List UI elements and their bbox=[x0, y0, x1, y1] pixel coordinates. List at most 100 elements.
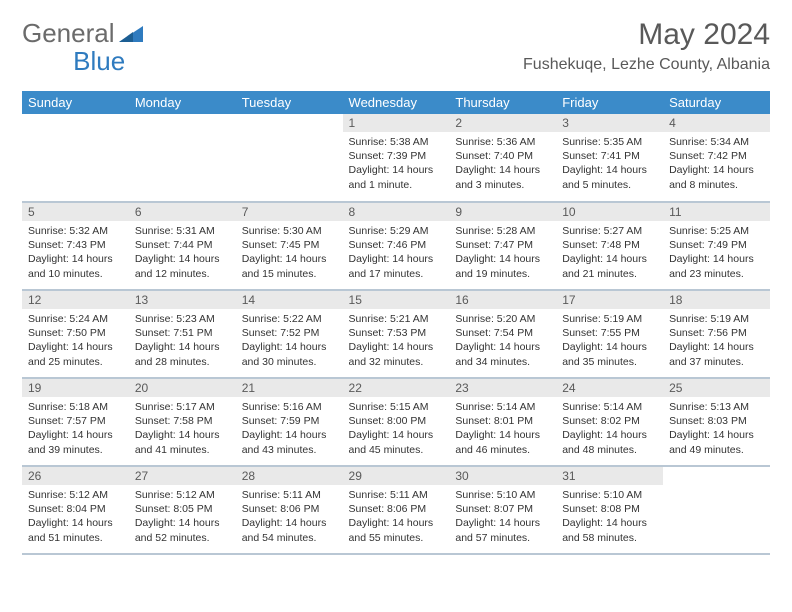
week-row: ......1Sunrise: 5:38 AMSunset: 7:39 PMDa… bbox=[22, 114, 770, 202]
day-number: 7 bbox=[236, 203, 343, 221]
month-title: May 2024 bbox=[523, 18, 770, 52]
day-details: Sunrise: 5:17 AMSunset: 7:58 PMDaylight:… bbox=[129, 397, 236, 463]
day-details: Sunrise: 5:10 AMSunset: 8:07 PMDaylight:… bbox=[449, 485, 556, 551]
day-number: 27 bbox=[129, 467, 236, 485]
day-number: 23 bbox=[449, 379, 556, 397]
day-number: 30 bbox=[449, 467, 556, 485]
day-number: 13 bbox=[129, 291, 236, 309]
day-cell: 6Sunrise: 5:31 AMSunset: 7:44 PMDaylight… bbox=[129, 202, 236, 290]
day-number: 28 bbox=[236, 467, 343, 485]
day-cell: 29Sunrise: 5:11 AMSunset: 8:06 PMDayligh… bbox=[343, 466, 450, 554]
day-details: Sunrise: 5:22 AMSunset: 7:52 PMDaylight:… bbox=[236, 309, 343, 375]
day-number: 19 bbox=[22, 379, 129, 397]
day-cell: .. bbox=[663, 466, 770, 554]
day-number: 16 bbox=[449, 291, 556, 309]
day-cell: .. bbox=[22, 114, 129, 202]
day-details: Sunrise: 5:13 AMSunset: 8:03 PMDaylight:… bbox=[663, 397, 770, 463]
day-cell: 31Sunrise: 5:10 AMSunset: 8:08 PMDayligh… bbox=[556, 466, 663, 554]
day-number: 8 bbox=[343, 203, 450, 221]
triangle-icon bbox=[119, 24, 145, 44]
day-cell: 27Sunrise: 5:12 AMSunset: 8:05 PMDayligh… bbox=[129, 466, 236, 554]
day-details: Sunrise: 5:29 AMSunset: 7:46 PMDaylight:… bbox=[343, 221, 450, 287]
brand-part1: General bbox=[22, 18, 115, 49]
day-number: 10 bbox=[556, 203, 663, 221]
weekday-header: Tuesday bbox=[236, 91, 343, 114]
day-cell: 4Sunrise: 5:34 AMSunset: 7:42 PMDaylight… bbox=[663, 114, 770, 202]
day-cell: 22Sunrise: 5:15 AMSunset: 8:00 PMDayligh… bbox=[343, 378, 450, 466]
title-block: May 2024 Fushekuqe, Lezhe County, Albani… bbox=[523, 18, 770, 74]
day-cell: 25Sunrise: 5:13 AMSunset: 8:03 PMDayligh… bbox=[663, 378, 770, 466]
day-number: 1 bbox=[343, 114, 450, 132]
day-details: Sunrise: 5:15 AMSunset: 8:00 PMDaylight:… bbox=[343, 397, 450, 463]
day-cell: 26Sunrise: 5:12 AMSunset: 8:04 PMDayligh… bbox=[22, 466, 129, 554]
day-number: 15 bbox=[343, 291, 450, 309]
day-cell: 1Sunrise: 5:38 AMSunset: 7:39 PMDaylight… bbox=[343, 114, 450, 202]
day-cell: 5Sunrise: 5:32 AMSunset: 7:43 PMDaylight… bbox=[22, 202, 129, 290]
day-details: Sunrise: 5:11 AMSunset: 8:06 PMDaylight:… bbox=[343, 485, 450, 551]
weekday-header: Sunday bbox=[22, 91, 129, 114]
day-number: 5 bbox=[22, 203, 129, 221]
day-number: 9 bbox=[449, 203, 556, 221]
day-number: 3 bbox=[556, 114, 663, 132]
weekday-header: Saturday bbox=[663, 91, 770, 114]
brand-logo: General bbox=[22, 18, 147, 49]
day-details: Sunrise: 5:14 AMSunset: 8:01 PMDaylight:… bbox=[449, 397, 556, 463]
weekday-header-row: Sunday Monday Tuesday Wednesday Thursday… bbox=[22, 91, 770, 114]
day-number: 26 bbox=[22, 467, 129, 485]
day-details: Sunrise: 5:32 AMSunset: 7:43 PMDaylight:… bbox=[22, 221, 129, 287]
day-details: Sunrise: 5:30 AMSunset: 7:45 PMDaylight:… bbox=[236, 221, 343, 287]
calendar-body: ......1Sunrise: 5:38 AMSunset: 7:39 PMDa… bbox=[22, 114, 770, 554]
day-details: Sunrise: 5:19 AMSunset: 7:55 PMDaylight:… bbox=[556, 309, 663, 375]
day-cell: .. bbox=[236, 114, 343, 202]
day-details: Sunrise: 5:10 AMSunset: 8:08 PMDaylight:… bbox=[556, 485, 663, 551]
day-number: 14 bbox=[236, 291, 343, 309]
day-cell: 12Sunrise: 5:24 AMSunset: 7:50 PMDayligh… bbox=[22, 290, 129, 378]
day-cell: 17Sunrise: 5:19 AMSunset: 7:55 PMDayligh… bbox=[556, 290, 663, 378]
day-number: 6 bbox=[129, 203, 236, 221]
day-details: Sunrise: 5:19 AMSunset: 7:56 PMDaylight:… bbox=[663, 309, 770, 375]
day-details: Sunrise: 5:35 AMSunset: 7:41 PMDaylight:… bbox=[556, 132, 663, 198]
day-cell: 23Sunrise: 5:14 AMSunset: 8:01 PMDayligh… bbox=[449, 378, 556, 466]
day-details: Sunrise: 5:27 AMSunset: 7:48 PMDaylight:… bbox=[556, 221, 663, 287]
day-cell: .. bbox=[129, 114, 236, 202]
day-details: Sunrise: 5:24 AMSunset: 7:50 PMDaylight:… bbox=[22, 309, 129, 375]
day-details: Sunrise: 5:18 AMSunset: 7:57 PMDaylight:… bbox=[22, 397, 129, 463]
calendar-table: Sunday Monday Tuesday Wednesday Thursday… bbox=[22, 91, 770, 555]
day-number: 21 bbox=[236, 379, 343, 397]
day-details: Sunrise: 5:31 AMSunset: 7:44 PMDaylight:… bbox=[129, 221, 236, 287]
day-cell: 14Sunrise: 5:22 AMSunset: 7:52 PMDayligh… bbox=[236, 290, 343, 378]
day-details: Sunrise: 5:12 AMSunset: 8:05 PMDaylight:… bbox=[129, 485, 236, 551]
day-number: 25 bbox=[663, 379, 770, 397]
day-number: 17 bbox=[556, 291, 663, 309]
day-cell: 19Sunrise: 5:18 AMSunset: 7:57 PMDayligh… bbox=[22, 378, 129, 466]
day-number: 11 bbox=[663, 203, 770, 221]
day-number: 22 bbox=[343, 379, 450, 397]
week-row: 5Sunrise: 5:32 AMSunset: 7:43 PMDaylight… bbox=[22, 202, 770, 290]
day-cell: 18Sunrise: 5:19 AMSunset: 7:56 PMDayligh… bbox=[663, 290, 770, 378]
day-cell: 2Sunrise: 5:36 AMSunset: 7:40 PMDaylight… bbox=[449, 114, 556, 202]
day-details: Sunrise: 5:34 AMSunset: 7:42 PMDaylight:… bbox=[663, 132, 770, 198]
week-row: 19Sunrise: 5:18 AMSunset: 7:57 PMDayligh… bbox=[22, 378, 770, 466]
day-cell: 28Sunrise: 5:11 AMSunset: 8:06 PMDayligh… bbox=[236, 466, 343, 554]
day-number: 29 bbox=[343, 467, 450, 485]
week-row: 12Sunrise: 5:24 AMSunset: 7:50 PMDayligh… bbox=[22, 290, 770, 378]
week-row: 26Sunrise: 5:12 AMSunset: 8:04 PMDayligh… bbox=[22, 466, 770, 554]
day-cell: 16Sunrise: 5:20 AMSunset: 7:54 PMDayligh… bbox=[449, 290, 556, 378]
day-details: Sunrise: 5:36 AMSunset: 7:40 PMDaylight:… bbox=[449, 132, 556, 198]
location-text: Fushekuqe, Lezhe County, Albania bbox=[523, 56, 770, 74]
day-cell: 11Sunrise: 5:25 AMSunset: 7:49 PMDayligh… bbox=[663, 202, 770, 290]
day-cell: 8Sunrise: 5:29 AMSunset: 7:46 PMDaylight… bbox=[343, 202, 450, 290]
day-cell: 24Sunrise: 5:14 AMSunset: 8:02 PMDayligh… bbox=[556, 378, 663, 466]
day-number: 2 bbox=[449, 114, 556, 132]
weekday-header: Monday bbox=[129, 91, 236, 114]
day-details: Sunrise: 5:20 AMSunset: 7:54 PMDaylight:… bbox=[449, 309, 556, 375]
day-cell: 9Sunrise: 5:28 AMSunset: 7:47 PMDaylight… bbox=[449, 202, 556, 290]
day-cell: 30Sunrise: 5:10 AMSunset: 8:07 PMDayligh… bbox=[449, 466, 556, 554]
day-number: 18 bbox=[663, 291, 770, 309]
day-cell: 15Sunrise: 5:21 AMSunset: 7:53 PMDayligh… bbox=[343, 290, 450, 378]
day-details: Sunrise: 5:23 AMSunset: 7:51 PMDaylight:… bbox=[129, 309, 236, 375]
day-details: Sunrise: 5:12 AMSunset: 8:04 PMDaylight:… bbox=[22, 485, 129, 551]
day-number: 31 bbox=[556, 467, 663, 485]
weekday-header: Wednesday bbox=[343, 91, 450, 114]
day-details: Sunrise: 5:38 AMSunset: 7:39 PMDaylight:… bbox=[343, 132, 450, 198]
